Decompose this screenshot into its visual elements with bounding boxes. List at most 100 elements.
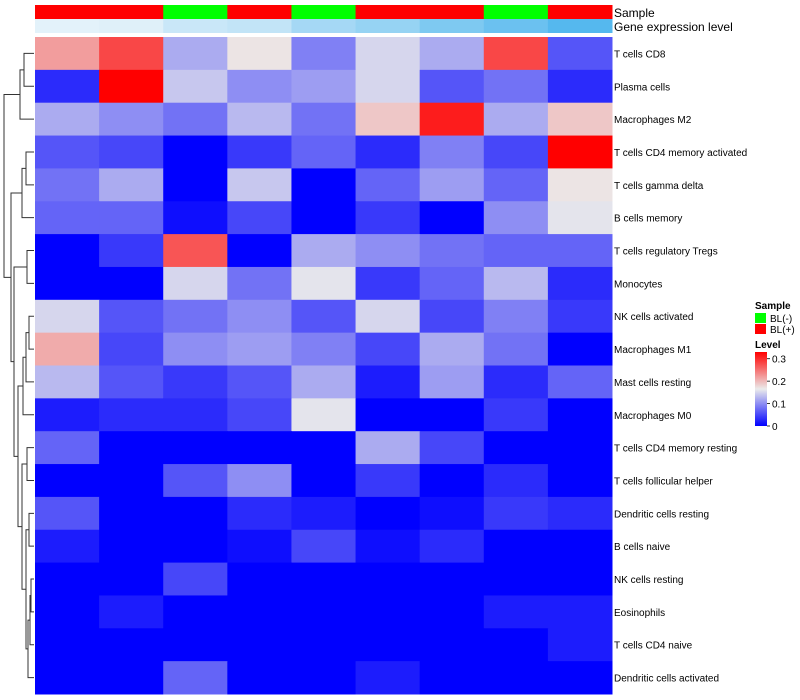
heatmap-cell: [227, 496, 292, 531]
heatmap-cell: [291, 628, 357, 662]
heatmap-cell: [163, 135, 228, 169]
heatmap-cell: [547, 266, 613, 301]
heatmap-cell: [291, 69, 357, 104]
expression-annotation-cell: [547, 19, 613, 33]
dendrogram-branch: [13, 266, 27, 457]
heatmap-cell: [419, 201, 485, 235]
heatmap-cell: [227, 135, 292, 169]
heatmap-cell: [547, 234, 613, 268]
legend-sample-title: Sample: [755, 301, 791, 312]
legend-level-label: 0.3: [772, 355, 786, 366]
heatmap-cell: [547, 595, 613, 629]
heatmap-cell: [419, 135, 485, 169]
heatmap-cell: [291, 529, 357, 564]
heatmap-cell: [35, 595, 100, 629]
heatmap-cell: [547, 529, 613, 564]
heatmap-cell: [547, 464, 613, 498]
dendrogram-branch: [25, 332, 34, 383]
heatmap-cell: [291, 365, 357, 399]
heatmap-cell: [227, 628, 292, 662]
heatmap-cell: [35, 201, 100, 235]
heatmap-cell: [419, 365, 485, 399]
row-label: Monocytes: [614, 279, 662, 290]
heatmap-cell: [483, 135, 549, 169]
row-label: T cells CD4 memory activated: [614, 148, 747, 159]
heatmap-cell: [227, 37, 292, 71]
heatmap-cell: [35, 135, 100, 169]
heatmap-cell: [291, 464, 357, 498]
dendrogram-branch: [26, 250, 34, 284]
heatmap-cell: [227, 201, 292, 235]
heatmap-cell: [419, 332, 485, 366]
heatmap-cell: [355, 595, 421, 629]
expression-annotation-cell: [227, 19, 292, 33]
heatmap-cell: [355, 496, 421, 531]
dendrogram-branch: [19, 69, 34, 120]
heatmap-cell: [227, 595, 292, 629]
heatmap-cell: [483, 496, 549, 531]
heatmap-cell: [483, 69, 549, 104]
heatmap-cell: [419, 464, 485, 498]
heatmap-cell: [99, 201, 164, 235]
heatmap-cell: [419, 69, 485, 104]
heatmap-cell: [99, 168, 164, 202]
heatmap-cell: [547, 299, 613, 334]
heatmap-cell: [547, 661, 613, 695]
dendrogram-branch: [3, 93, 20, 278]
heatmap-cell: [227, 464, 292, 498]
heatmap-cell: [355, 201, 421, 235]
heatmap-cell: [419, 628, 485, 662]
heatmap-cell: [547, 168, 613, 202]
heatmap-cell: [355, 398, 421, 432]
heatmap-cell: [483, 266, 549, 301]
heatmap-cell: [419, 661, 485, 695]
heatmap-cell: [547, 365, 613, 399]
heatmap-cell: [419, 595, 485, 629]
heatmap-cell: [99, 234, 164, 268]
heatmap-cell: [163, 628, 228, 662]
heatmap-cell: [483, 37, 549, 71]
row-label: T cells CD4 memory resting: [614, 444, 737, 455]
legend-sample-label: BL(-): [770, 314, 792, 325]
annotation-label-sample: Sample: [614, 6, 655, 20]
heatmap-cell: [355, 464, 421, 498]
heatmap-cell: [35, 168, 100, 202]
heatmap-cell: [163, 102, 228, 137]
heatmap-cell: [355, 69, 421, 104]
expression-annotation-cell: [163, 19, 228, 33]
heatmap-cell: [355, 37, 421, 71]
heatmap-cell: [291, 562, 357, 596]
row-label: T cells follicular helper: [614, 476, 713, 487]
heatmap-cell: [35, 529, 100, 564]
row-label: Dendritic cells resting: [614, 509, 709, 520]
dendrogram-branch: [28, 315, 34, 350]
row-label: T cells regulatory Tregs: [614, 247, 718, 258]
heatmap-cell: [291, 102, 357, 137]
heatmap-cell: [163, 529, 228, 564]
sample-annotation-cell: [163, 5, 228, 19]
heatmap-cell: [483, 168, 549, 202]
heatmap-cell: [291, 661, 357, 695]
heatmap-cell: [163, 431, 228, 465]
heatmap-cell: [227, 562, 292, 596]
heatmap-cell: [483, 102, 549, 137]
legend-swatch: [755, 324, 766, 334]
expression-annotation-cell: [291, 19, 357, 33]
heatmap-cell: [99, 266, 164, 301]
heatmap-cell: [355, 102, 421, 137]
heatmap-cell: [227, 102, 292, 137]
dendrogram-branch: [23, 52, 34, 87]
heatmap-cell: [419, 102, 485, 137]
heatmap-cell: [291, 266, 357, 301]
heatmap-cell: [99, 431, 164, 465]
row-label: Macrophages M0: [614, 411, 692, 422]
dendrogram-branch: [10, 192, 22, 363]
heatmap-cell: [35, 628, 100, 662]
heatmap-cell: [163, 595, 228, 629]
heatmap-cell: [483, 398, 549, 432]
dendrogram-branch: [30, 578, 34, 613]
row-label: B cells naive: [614, 542, 671, 553]
expression-annotation-cell: [99, 19, 164, 33]
heatmap-cell: [99, 496, 164, 531]
heatmap-cell: [99, 37, 164, 71]
